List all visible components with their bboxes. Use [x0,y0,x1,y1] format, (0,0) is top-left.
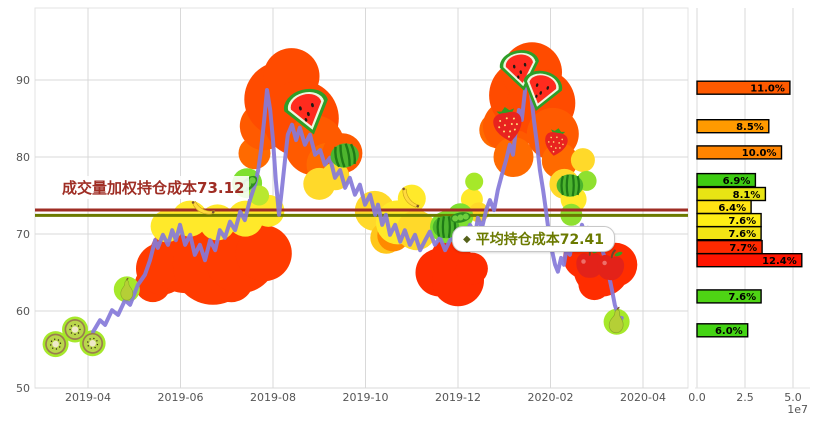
y-tick-label: 90 [16,74,30,87]
profile-bar-label: 11.0% [750,84,785,95]
profile-bar [696,252,803,268]
profile-bar-label: 10.0% [742,148,777,159]
x-tick-label: 2019-12 [435,391,481,404]
profile-bar-label: 6.9% [723,176,751,187]
profile-bar [696,145,783,160]
profile-bar-label: 8.1% [733,190,761,201]
x-tick-label: 2020-04 [620,391,666,404]
volume-blob [455,252,488,285]
panel-unit-label: 1e7 [787,403,808,416]
price-line [91,74,624,334]
axes-layer: 50 60 70 80 90 2019-04 2019-06 2019-08 2019-10 20… [16,74,666,404]
avg-cost-label: ◆ 平均持仓成本72.41 [452,226,615,252]
profile-bar-label: 6.0% [715,326,743,337]
cost-lines-layer [35,208,688,217]
x-tick-label: 2019-04 [65,391,111,404]
x-tick-label: 2019-08 [250,391,296,404]
panel-x-tick-label: 2.5 [736,391,754,404]
y-tick-label: 50 [16,382,30,395]
volume-blob [570,148,595,173]
profile-bar-label: 7.7% [729,243,757,254]
profile-bar-label: 7.6% [728,216,756,227]
fruit-marker-layer [43,47,628,357]
profile-bar-label: 7.6% [728,229,756,240]
profile-bar [696,172,757,188]
profile-bar-label: 8.5% [736,122,764,133]
panel-x-tick-label: 5.0 [784,391,802,404]
panel-x-tick-label: 0.0 [688,391,706,404]
vwap-cost-label: 成交量加权持仓成本73.12 [57,176,250,199]
profile-bar [696,118,770,134]
profile-bar [696,225,762,241]
wmelon-icon [555,173,584,198]
profile-bar [696,323,749,338]
avg-marker-icon: ◆ [463,233,471,245]
kiwi-icon [64,319,86,340]
profile-bar-label: 7.6% [728,292,756,303]
volume-blob [397,184,426,213]
volume-blob [465,172,484,191]
profile-bar-label: 6.4% [718,203,746,214]
y-tick-label: 70 [16,228,30,241]
price-line-layer [91,74,624,334]
x-tick-label: 2020-02 [528,391,574,404]
avg-cost-label-text: 平均持仓成本72.41 [475,232,604,248]
volume-blob [235,225,292,282]
x-tick-label: 2019-10 [343,391,389,404]
x-tick-label: 2019-06 [158,391,204,404]
vwap-cost-label-text: 成交量加权持仓成本73.12 [62,179,245,197]
y-tick-label: 80 [16,151,30,164]
y-tick-label: 60 [16,305,30,318]
profile-bar [696,80,791,95]
profile-bar [696,289,762,304]
profile-bar-label: 12.4% [762,256,797,267]
